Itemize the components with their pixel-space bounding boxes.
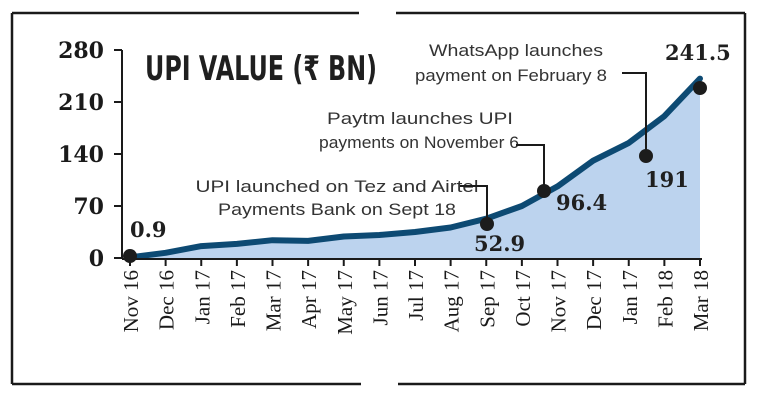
data-label-feb18: 191 [645, 167, 689, 192]
x-tick-label: Jul 17 [404, 270, 428, 321]
data-label-nov16: 0.9 [130, 217, 167, 242]
y-tick-label: 0 [89, 246, 104, 272]
annotation-feb18: WhatsApp launches payment on February 8 [415, 41, 647, 155]
data-labels: 0.9 52.9 96.4 191 241.5 [130, 40, 731, 256]
annotation-sep17-line2: Payments Bank on Sept 18 [218, 200, 456, 219]
x-tick-label: Jun 17 [368, 270, 392, 325]
x-axis: Nov 16 Dec 16 Jan 17 Feb 17 Mar 17 Apr 17 May … [119, 258, 713, 335]
marker-mar18 [693, 81, 707, 95]
chart-frame [10, 11, 747, 386]
x-tick-label: Nov 16 [119, 270, 143, 332]
x-tick-label: Mar 17 [262, 270, 286, 331]
data-markers [123, 81, 707, 263]
x-tick-label: Nov 17 [547, 270, 571, 332]
x-tick-label: Jan 17 [618, 270, 642, 324]
chart-title: UPI VALUE (₹ BN) [145, 49, 377, 89]
marker-nov17 [537, 184, 551, 198]
x-tick-label: Aug 17 [440, 270, 464, 332]
data-label-sep17: 52.9 [474, 231, 525, 256]
x-tick-label: Mar 18 [689, 270, 713, 331]
marker-nov16 [123, 249, 137, 263]
y-tick-label: 140 [58, 142, 104, 168]
y-axis: 0 70 140 210 280 [58, 38, 123, 272]
x-tick-label: Feb 17 [226, 270, 250, 328]
annotation-sep17-line1: UPI launched on Tez and Airtel [196, 177, 479, 196]
area-fill [130, 78, 700, 258]
x-tick-label: Dec 17 [582, 270, 606, 330]
marker-feb18 [639, 149, 653, 163]
data-line [127, 75, 703, 261]
annotation-nov17-line1: Paytm launches UPI [327, 109, 513, 128]
x-tick-label: Sep 17 [475, 270, 499, 328]
y-tick-label: 210 [58, 90, 104, 116]
annotation-feb18-line1: WhatsApp launches [429, 41, 603, 60]
annotation-feb18-line2: payment on February 8 [415, 66, 607, 85]
x-tick-label: Oct 17 [511, 270, 535, 327]
annotation-sep17: UPI launched on Tez and Airtel Payments … [196, 177, 488, 223]
marker-sep17 [480, 217, 494, 231]
annotation-nov17-line2: payments on November 6 [319, 133, 519, 152]
x-tick-label: Apr 17 [297, 270, 321, 329]
data-label-nov17: 96.4 [556, 190, 607, 215]
data-label-mar18: 241.5 [665, 40, 731, 65]
annotation-nov17: Paytm launches UPI payments on November … [319, 109, 545, 190]
x-tick-label: Jan 17 [190, 270, 214, 324]
x-tick-label: Feb 18 [653, 270, 677, 328]
y-tick-label: 70 [73, 194, 104, 220]
x-tick-label: May 17 [333, 270, 357, 335]
y-tick-label: 280 [58, 38, 104, 64]
x-tick-label: Dec 16 [155, 270, 179, 330]
